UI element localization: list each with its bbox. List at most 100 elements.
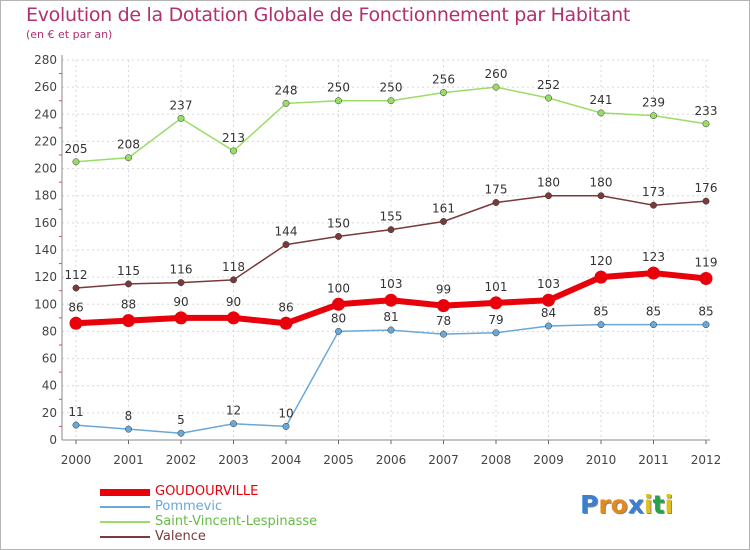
logo-letter: t: [652, 490, 665, 519]
data-point: [230, 147, 237, 155]
data-label: 118: [222, 260, 245, 274]
y-tick-label: 80: [42, 324, 57, 338]
data-point: [72, 421, 80, 429]
data-point: [597, 109, 605, 117]
data-label: 100: [327, 281, 350, 295]
data-label: 123: [642, 250, 665, 264]
data-point: [650, 201, 657, 209]
data-label: 208: [117, 138, 140, 152]
data-point: [489, 296, 503, 310]
data-point: [699, 272, 713, 285]
data-label: 239: [642, 96, 665, 110]
data-point: [440, 218, 447, 225]
data-point: [72, 158, 80, 166]
data-label: 120: [590, 254, 613, 268]
data-label: 84: [541, 306, 556, 320]
data-label: 81: [383, 310, 398, 324]
x-tick-label: 2005: [323, 453, 354, 467]
data-point: [384, 293, 398, 307]
x-tick-label: 2002: [166, 453, 197, 467]
data-point: [650, 112, 657, 120]
data-label: 213: [222, 131, 245, 145]
y-tick-label: 240: [34, 107, 57, 121]
data-point: [177, 429, 185, 437]
data-point: [230, 276, 237, 284]
logo-letter: o: [610, 490, 628, 519]
data-label: 155: [380, 210, 403, 224]
data-label: 79: [488, 313, 503, 327]
y-tick-label: 160: [34, 216, 57, 230]
data-label: 5: [177, 413, 185, 427]
chart-subtitle: (en € et par an): [26, 28, 113, 41]
y-tick-label: 140: [34, 243, 57, 257]
data-label: 80: [331, 311, 346, 325]
data-label: 115: [117, 264, 140, 278]
data-label: 103: [380, 277, 403, 291]
data-label: 103: [537, 277, 560, 291]
data-label: 12: [226, 404, 241, 418]
data-label: 237: [170, 98, 193, 112]
data-point: [177, 114, 185, 122]
data-point: [647, 266, 660, 280]
data-point: [545, 94, 552, 102]
proxiti-logo: Proxiti: [580, 490, 673, 519]
data-point: [492, 83, 500, 91]
data-label: 241: [590, 93, 613, 107]
data-point: [594, 270, 608, 284]
data-label: 85: [593, 305, 608, 319]
y-tick-label: 60: [42, 352, 57, 366]
data-point: [125, 425, 132, 433]
x-tick-label: 2003: [218, 453, 249, 467]
x-tick-label: 2010: [586, 453, 617, 467]
chart-title: Evolution de la Dotation Globale de Fonc…: [26, 4, 631, 26]
data-point: [230, 420, 237, 428]
data-point: [122, 314, 135, 328]
data-point: [282, 241, 290, 249]
data-point: [702, 321, 710, 329]
data-point: [387, 326, 395, 334]
data-point: [437, 299, 450, 313]
data-point: [282, 422, 290, 430]
x-tick-label: 2007: [428, 453, 459, 467]
data-point: [387, 226, 395, 234]
data-point: [335, 232, 342, 240]
legend-swatch: [100, 536, 150, 538]
data-label: 78: [436, 314, 451, 328]
data-point: [174, 311, 188, 325]
data-point: [650, 321, 657, 329]
data-point: [227, 311, 240, 325]
data-label: 90: [173, 295, 188, 309]
data-point: [597, 321, 605, 329]
data-label: 85: [646, 305, 661, 319]
legend-swatch: [100, 506, 150, 508]
data-label: 260: [485, 67, 508, 81]
y-tick-label: 20: [42, 406, 57, 420]
data-label: 173: [642, 185, 665, 199]
data-point: [279, 316, 293, 330]
data-label: 101: [485, 280, 508, 294]
x-tick-label: 2004: [271, 453, 302, 467]
data-label: 8: [125, 409, 133, 423]
y-tick-label: 120: [34, 270, 57, 284]
legend-swatch: [100, 521, 150, 523]
data-point: [69, 316, 83, 330]
data-label: 175: [485, 183, 508, 197]
data-point: [545, 322, 552, 330]
data-label: 161: [432, 202, 455, 216]
data-point: [72, 284, 80, 292]
data-label: 180: [590, 176, 613, 190]
legend-label: GOUDOURVILLE: [155, 484, 259, 499]
y-tick-label: 100: [34, 297, 57, 311]
y-tick-label: 0: [49, 433, 57, 447]
data-label: 250: [380, 81, 403, 95]
data-point: [597, 192, 605, 200]
logo-letter: P: [580, 490, 599, 519]
data-label: 176: [695, 181, 718, 195]
data-label: 119: [695, 256, 718, 270]
data-point: [125, 154, 132, 162]
data-label: 85: [698, 305, 713, 319]
data-point: [702, 197, 710, 205]
data-label: 86: [68, 300, 83, 314]
data-point: [125, 280, 132, 288]
